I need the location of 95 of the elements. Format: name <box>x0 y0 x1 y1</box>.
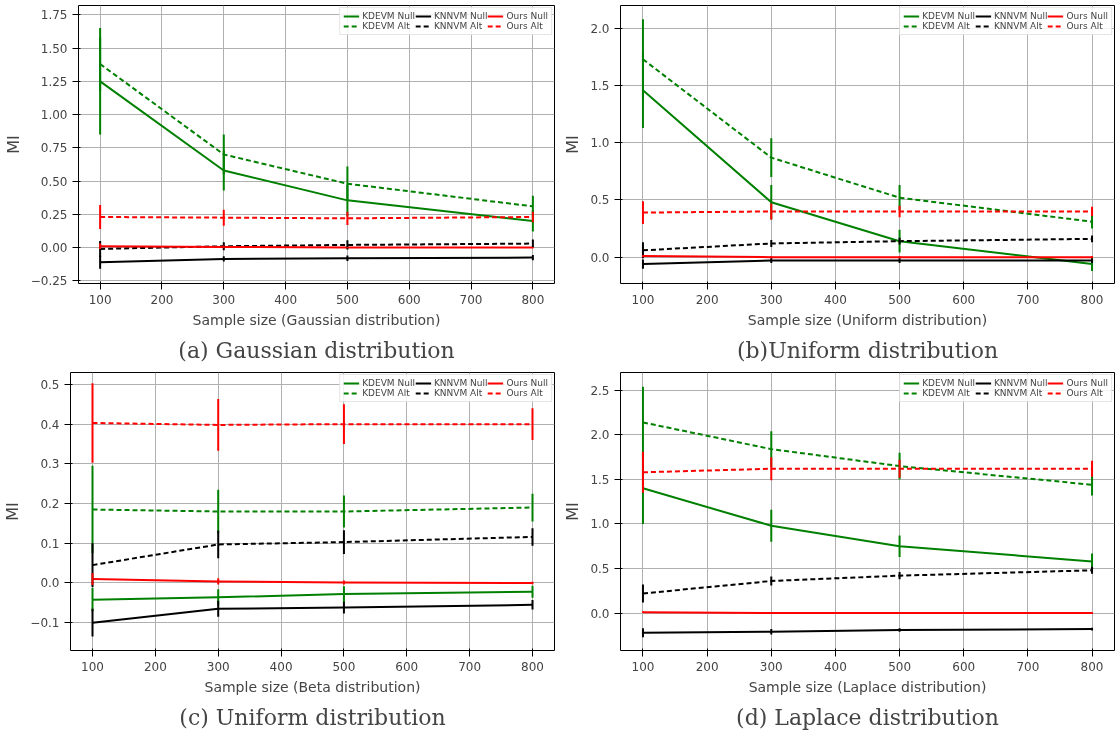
x-tick-label: 700 <box>1016 659 1040 674</box>
y-tick-label: 1.25 <box>40 74 68 89</box>
x-tick-label: 500 <box>332 659 356 674</box>
legend-label: KNNVM Alt <box>993 388 1043 398</box>
x-tick-label: 800 <box>1080 292 1104 307</box>
y-tick-label: −0.25 <box>30 274 68 289</box>
x-tick-label: 400 <box>274 292 298 307</box>
y-tick-label: 0.3 <box>40 457 60 472</box>
y-tick-label: 1.50 <box>40 41 68 56</box>
y-axis-title: MI <box>563 502 583 521</box>
y-axis-title: MI <box>563 135 583 154</box>
x-tick-label: 500 <box>888 292 912 307</box>
x-tick-label: 100 <box>631 659 655 674</box>
y-tick-label: 1.00 <box>40 108 68 123</box>
x-tick-label: 200 <box>143 659 167 674</box>
y-tick-label: 0.00 <box>40 241 68 256</box>
y-tick-label: 1.75 <box>40 8 68 23</box>
y-tick-label: 2.5 <box>590 383 610 398</box>
legend-label: KNNVM Alt <box>993 21 1043 31</box>
legend-label: KNNVM Alt <box>433 21 483 31</box>
legend-label: KDEVM Alt <box>922 388 970 398</box>
x-tick-label: 800 <box>521 292 545 307</box>
legend-label: KNNVM Null <box>433 378 488 388</box>
x-tick-label: 500 <box>888 659 912 674</box>
y-tick-label: 0.0 <box>590 606 610 621</box>
x-tick-label: 700 <box>459 292 483 307</box>
x-tick-label: 700 <box>458 659 482 674</box>
legend-label: Ours Null <box>1066 378 1108 388</box>
x-tick-label: 600 <box>395 659 419 674</box>
text: (a) Gaussian distribution <box>178 337 455 363</box>
x-axis-title: Sample size (Beta distribution) <box>204 678 421 695</box>
x-tick-label: 700 <box>1016 292 1040 307</box>
y-tick-label: 0.5 <box>590 193 610 208</box>
legend-label: KNNVM Null <box>993 11 1048 21</box>
y-tick-label: 0.0 <box>590 250 610 265</box>
legend-label: Ours Alt <box>1066 21 1103 31</box>
legend-label: KDEVM Null <box>922 11 975 21</box>
x-tick-label: 200 <box>695 659 719 674</box>
x-tick-label: 400 <box>823 659 847 674</box>
x-tick-label: 600 <box>952 659 976 674</box>
legend-label: KDEVM Null <box>362 378 415 388</box>
legend-label: KNNVM Alt <box>433 388 483 398</box>
x-tick-label: 300 <box>212 292 236 307</box>
y-tick-label: 1.5 <box>590 472 610 487</box>
y-tick-label: 0.4 <box>40 417 60 432</box>
x-tick-label: 100 <box>631 292 655 307</box>
text: (d) Laplace distribution <box>736 704 999 730</box>
x-tick-label: 400 <box>269 659 293 674</box>
legend-label: Ours Alt <box>1066 388 1103 398</box>
legend-label: KDEVM Null <box>922 378 975 388</box>
x-tick-label: 200 <box>150 292 174 307</box>
x-tick-label: 100 <box>88 292 112 307</box>
y-tick-label: 2.0 <box>590 21 610 36</box>
legend-label: KDEVM Null <box>362 11 415 21</box>
legend-label: KDEVM Alt <box>362 388 410 398</box>
legend-label: Ours Null <box>506 11 548 21</box>
y-tick-label: 1.0 <box>590 136 610 151</box>
y-tick-label: 0.2 <box>40 497 60 512</box>
y-tick-label: 0.75 <box>40 141 68 156</box>
legend-label: Ours Alt <box>506 21 543 31</box>
x-tick-label: 500 <box>335 292 359 307</box>
x-axis-title: Sample size (Gaussian distribution) <box>192 311 441 328</box>
y-tick-label: 0.25 <box>40 207 68 222</box>
x-axis-title: Sample size (Uniform distribution) <box>747 311 988 328</box>
y-tick-label: 1.0 <box>590 517 610 532</box>
y-axis-title: MI <box>3 502 23 521</box>
y-axis-title: MI <box>3 135 23 154</box>
text: (b)Uniform distribution <box>736 337 999 363</box>
y-tick-label: 0.0 <box>40 576 60 591</box>
y-tick-label: −0.1 <box>30 616 60 631</box>
x-tick-label: 600 <box>397 292 421 307</box>
legend-label: Ours Null <box>1066 11 1108 21</box>
legend-label: Ours Null <box>506 378 548 388</box>
x-tick-label: 300 <box>759 659 783 674</box>
x-tick-label: 800 <box>521 659 544 674</box>
legend-label: KDEVM Alt <box>362 21 410 31</box>
y-tick-label: 1.5 <box>590 79 610 94</box>
y-tick-label: 0.50 <box>40 174 68 189</box>
y-tick-label: 0.5 <box>590 562 610 577</box>
legend-label: KDEVM Alt <box>922 21 970 31</box>
x-tick-label: 100 <box>81 659 104 674</box>
x-axis-title: Sample size (Laplace distribution) <box>748 678 987 695</box>
legend-label: Ours Alt <box>506 388 543 398</box>
x-tick-label: 800 <box>1080 659 1104 674</box>
x-tick-label: 200 <box>695 292 719 307</box>
text: (c) Uniform distribution <box>179 704 446 730</box>
x-tick-label: 300 <box>206 659 230 674</box>
y-tick-label: 2.0 <box>590 428 610 443</box>
legend-label: KNNVM Null <box>433 11 488 21</box>
x-tick-label: 300 <box>759 292 783 307</box>
x-tick-label: 400 <box>823 292 847 307</box>
y-tick-label: 0.5 <box>40 377 60 392</box>
y-tick-label: 0.1 <box>40 536 60 551</box>
legend-label: KNNVM Null <box>993 378 1048 388</box>
x-tick-label: 600 <box>952 292 976 307</box>
